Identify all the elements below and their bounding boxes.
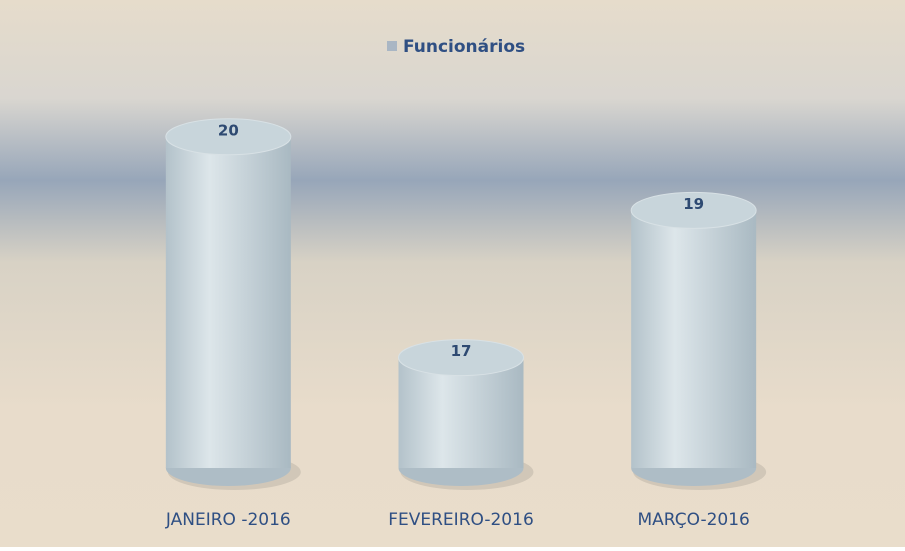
legend-swatch xyxy=(387,41,397,51)
cylinder-top xyxy=(165,118,292,156)
legend-label: Funcionários xyxy=(403,37,525,57)
cylinder-top xyxy=(398,339,524,377)
value-label: 17 xyxy=(451,342,472,360)
bar xyxy=(165,136,291,469)
x-tick-label: MARÇO-2016 xyxy=(637,510,749,530)
value-label: 19 xyxy=(683,195,704,213)
value-label: 20 xyxy=(218,121,239,139)
bar xyxy=(631,210,757,468)
x-tick-label: FEVEREIRO-2016 xyxy=(388,510,534,530)
x-tick-label: JANEIRO -2016 xyxy=(165,510,291,530)
cylinder-top xyxy=(630,191,757,229)
